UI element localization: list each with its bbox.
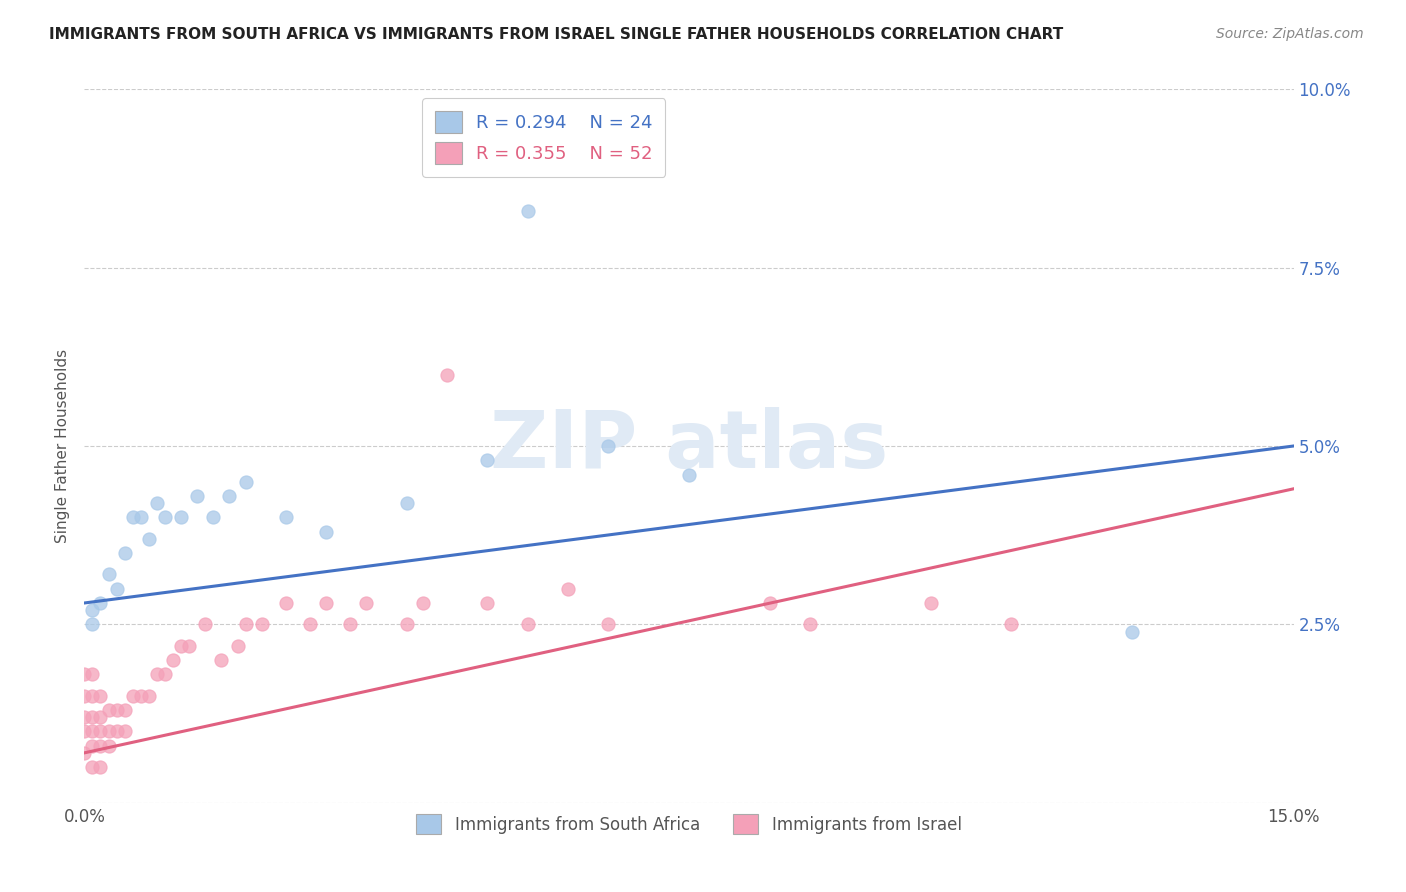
Point: [97, 567, 120, 582]
Point: [89, 760, 111, 774]
Point: [73, 689, 96, 703]
Point: [89, 724, 111, 739]
Point: [516, 617, 538, 632]
Point: [82, 667, 104, 681]
Point: [121, 510, 143, 524]
Point: [920, 596, 942, 610]
Point: [799, 617, 821, 632]
Point: [209, 653, 232, 667]
Point: [436, 368, 458, 382]
Point: [89, 710, 111, 724]
Point: [129, 510, 152, 524]
Text: IMMIGRANTS FROM SOUTH AFRICA VS IMMIGRANTS FROM ISRAEL SINGLE FATHER HOUSEHOLDS : IMMIGRANTS FROM SOUTH AFRICA VS IMMIGRAN…: [49, 27, 1063, 42]
Point: [678, 467, 700, 482]
Point: [758, 596, 780, 610]
Point: [153, 510, 176, 524]
Point: [82, 689, 104, 703]
Point: [105, 582, 128, 596]
Point: [105, 724, 128, 739]
Point: [202, 510, 225, 524]
Point: [299, 617, 322, 632]
Point: [82, 739, 104, 753]
Point: [557, 582, 579, 596]
Point: [339, 617, 361, 632]
Point: [315, 596, 337, 610]
Point: [73, 724, 96, 739]
Point: [186, 489, 208, 503]
Point: [274, 596, 297, 610]
Point: [82, 724, 104, 739]
Legend: Immigrants from South Africa, Immigrants from Israel: Immigrants from South Africa, Immigrants…: [406, 804, 972, 845]
Point: [412, 596, 434, 610]
Point: [114, 703, 136, 717]
Point: [315, 524, 337, 539]
Point: [73, 667, 96, 681]
Point: [153, 667, 176, 681]
Point: [274, 510, 297, 524]
Point: [170, 639, 193, 653]
Point: [105, 703, 128, 717]
Text: Source: ZipAtlas.com: Source: ZipAtlas.com: [1216, 27, 1364, 41]
Point: [235, 617, 257, 632]
Point: [73, 746, 96, 760]
Y-axis label: Single Father Households: Single Father Households: [55, 349, 70, 543]
Point: [218, 489, 240, 503]
Point: [235, 475, 257, 489]
Point: [129, 689, 152, 703]
Point: [82, 617, 104, 632]
Point: [162, 653, 184, 667]
Point: [97, 703, 120, 717]
Point: [477, 596, 499, 610]
Point: [82, 760, 104, 774]
Point: [516, 203, 538, 218]
Point: [89, 739, 111, 753]
Point: [194, 617, 217, 632]
Point: [97, 739, 120, 753]
Point: [598, 439, 620, 453]
Point: [1121, 624, 1143, 639]
Point: [146, 667, 169, 681]
Point: [82, 710, 104, 724]
Point: [477, 453, 499, 467]
Point: [598, 617, 620, 632]
Point: [82, 603, 104, 617]
Point: [1000, 617, 1022, 632]
Point: [395, 617, 418, 632]
Text: ZIP atlas: ZIP atlas: [489, 407, 889, 485]
Point: [89, 596, 111, 610]
Point: [179, 639, 201, 653]
Point: [89, 689, 111, 703]
Point: [114, 724, 136, 739]
Point: [146, 496, 169, 510]
Point: [97, 724, 120, 739]
Point: [226, 639, 249, 653]
Point: [138, 532, 160, 546]
Point: [114, 546, 136, 560]
Point: [395, 496, 418, 510]
Point: [356, 596, 378, 610]
Point: [121, 689, 143, 703]
Point: [170, 510, 193, 524]
Point: [138, 689, 160, 703]
Point: [250, 617, 273, 632]
Point: [73, 710, 96, 724]
